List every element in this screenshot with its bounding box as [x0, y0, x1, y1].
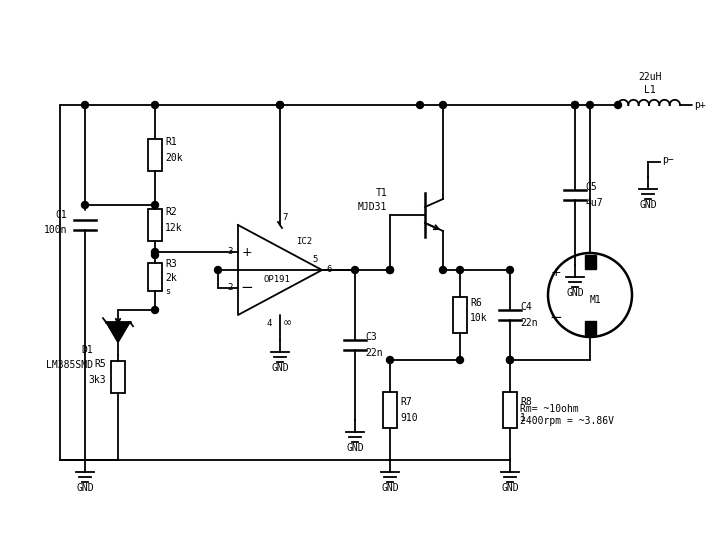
Circle shape [277, 101, 283, 108]
Circle shape [152, 252, 158, 258]
Text: ∞: ∞ [283, 318, 293, 328]
Text: p+: p+ [694, 100, 706, 110]
Text: M1: M1 [589, 295, 601, 305]
Circle shape [152, 307, 158, 313]
Text: GND: GND [76, 483, 94, 493]
Text: 6: 6 [326, 265, 331, 274]
Text: 3: 3 [228, 247, 233, 256]
Text: T1: T1 [375, 188, 387, 198]
Circle shape [351, 266, 359, 273]
Circle shape [417, 101, 423, 108]
Polygon shape [238, 225, 322, 315]
Text: 3k3: 3k3 [89, 375, 106, 385]
Text: s: s [165, 287, 170, 296]
Text: L1: L1 [644, 85, 656, 95]
Circle shape [587, 101, 593, 108]
Bar [503, 392, 517, 428]
Bar [148, 139, 162, 171]
Circle shape [439, 101, 446, 108]
Text: 5: 5 [312, 255, 317, 264]
Text: 4: 4 [266, 318, 272, 327]
Text: 2: 2 [228, 284, 233, 293]
Text: D1: D1 [81, 345, 93, 355]
Text: 12k: 12k [165, 223, 183, 233]
Polygon shape [106, 322, 130, 342]
Circle shape [152, 248, 158, 255]
Text: 1: 1 [520, 413, 526, 423]
Bar [585, 321, 596, 335]
Text: GND: GND [272, 363, 289, 373]
Circle shape [386, 266, 393, 273]
Bar [111, 361, 125, 393]
Text: 4u7: 4u7 [585, 198, 603, 208]
Text: p−: p− [662, 155, 674, 165]
Circle shape [439, 266, 446, 273]
Circle shape [614, 101, 621, 108]
Bar [383, 392, 397, 428]
Text: GND: GND [566, 288, 584, 298]
Circle shape [81, 201, 89, 208]
Circle shape [571, 101, 579, 108]
Text: GND: GND [381, 483, 399, 493]
Circle shape [277, 101, 283, 108]
Text: R6: R6 [470, 298, 482, 308]
Text: 100n: 100n [44, 225, 67, 235]
Text: Rm= ~10ohm
2400rpm = ~3.86V: Rm= ~10ohm 2400rpm = ~3.86V [520, 404, 614, 426]
Text: 22n: 22n [365, 348, 383, 358]
Circle shape [386, 266, 393, 273]
Circle shape [152, 101, 158, 108]
Circle shape [507, 357, 513, 364]
Text: 10k: 10k [470, 313, 488, 323]
Text: R3: R3 [165, 259, 176, 269]
Text: GND: GND [346, 443, 364, 453]
Circle shape [507, 266, 513, 273]
Circle shape [457, 357, 463, 364]
Text: 22n: 22n [520, 318, 538, 328]
Circle shape [507, 357, 513, 364]
Text: IC2: IC2 [296, 238, 312, 247]
Circle shape [81, 101, 89, 108]
Bar [585, 255, 596, 269]
Circle shape [457, 266, 463, 273]
Text: LM385SMD: LM385SMD [46, 360, 93, 370]
Text: C4: C4 [520, 302, 531, 312]
Text: MJD31: MJD31 [358, 202, 387, 212]
Text: R7: R7 [400, 397, 412, 407]
Text: −: − [550, 310, 563, 325]
Bar [453, 297, 467, 333]
Text: 2k: 2k [165, 273, 176, 283]
Text: R1: R1 [165, 137, 176, 147]
Text: GND: GND [639, 200, 657, 210]
Circle shape [152, 201, 158, 208]
Text: R2: R2 [165, 207, 176, 217]
Text: C5: C5 [585, 182, 597, 192]
Text: 22uH: 22uH [638, 72, 662, 82]
Text: 910: 910 [400, 413, 417, 423]
Text: R5: R5 [94, 359, 106, 369]
Text: C3: C3 [365, 332, 377, 342]
Text: C1: C1 [55, 210, 67, 220]
Text: −: − [240, 280, 253, 295]
Bar [148, 209, 162, 241]
Text: GND: GND [501, 483, 519, 493]
Text: OP191: OP191 [264, 276, 291, 285]
Bar [148, 263, 162, 291]
Text: 7: 7 [282, 213, 287, 222]
Circle shape [214, 266, 221, 273]
Text: 20k: 20k [165, 153, 183, 163]
Circle shape [386, 357, 393, 364]
Text: +: + [242, 246, 253, 258]
Text: R8: R8 [520, 397, 531, 407]
Text: +: + [551, 266, 561, 279]
Circle shape [571, 101, 579, 108]
